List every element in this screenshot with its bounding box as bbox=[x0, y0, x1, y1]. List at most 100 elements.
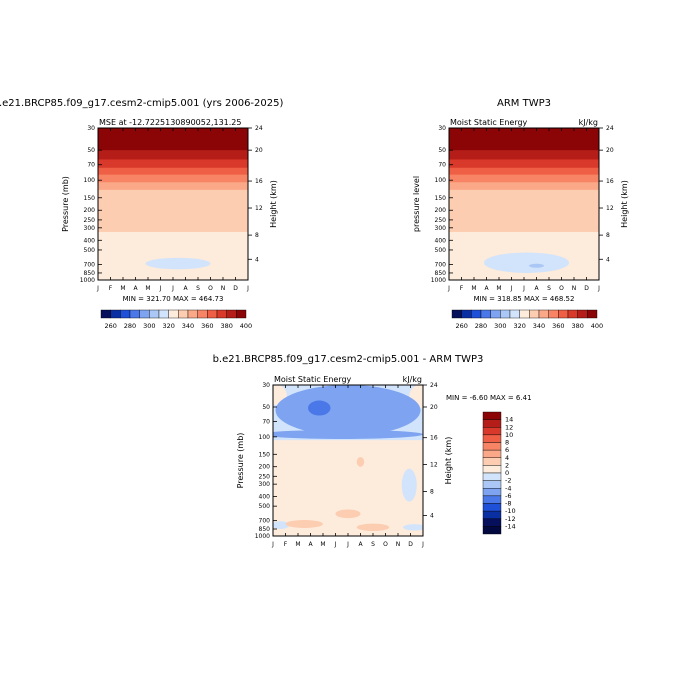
colorbar-label: -12 bbox=[505, 515, 516, 523]
contour-region-11 bbox=[356, 523, 390, 531]
y-tick-label: 150 bbox=[435, 195, 447, 202]
colorbar-swatch bbox=[482, 465, 502, 474]
colorbar-swatch bbox=[509, 309, 520, 319]
colorbar-swatch bbox=[207, 309, 218, 319]
y-tick-label: 700 bbox=[259, 518, 271, 525]
colorbar-label: -8 bbox=[505, 500, 511, 508]
y-tick-label: 300 bbox=[84, 225, 96, 232]
min-max-stats: MIN = -6.60 MAX = 6.41 bbox=[446, 394, 532, 402]
x-tick-label: N bbox=[572, 285, 577, 292]
colorbar-swatch bbox=[587, 309, 598, 319]
contour-region-3 bbox=[273, 429, 423, 439]
x-tick-label: O bbox=[208, 285, 213, 292]
colorbar-swatch bbox=[482, 503, 502, 512]
right-axis-title: Height (km) bbox=[620, 180, 629, 228]
x-tick-label: J bbox=[346, 541, 349, 548]
height-tick-label: 20 bbox=[606, 147, 614, 154]
right-string: kJ/kg bbox=[403, 375, 422, 384]
colorbar-label: -2 bbox=[505, 477, 511, 485]
colorbar-label: 14 bbox=[505, 416, 513, 424]
contour-region-6 bbox=[401, 468, 417, 502]
contour-band-5 bbox=[449, 182, 599, 191]
x-tick-label: D bbox=[233, 285, 238, 292]
y-tick-label: 400 bbox=[435, 237, 447, 244]
colorbar-label: 4 bbox=[505, 454, 509, 462]
colorbar-label: 10 bbox=[505, 431, 513, 439]
height-tick-label: 12 bbox=[430, 461, 438, 468]
height-tick-label: 8 bbox=[255, 232, 259, 239]
contour-region-2 bbox=[275, 385, 421, 436]
x-tick-label: F bbox=[109, 285, 113, 292]
x-tick-label: J bbox=[510, 285, 513, 292]
contour-band-6 bbox=[98, 189, 248, 233]
colorbar-label: 360 bbox=[201, 322, 213, 330]
x-tick-label: A bbox=[183, 285, 188, 292]
panel-3: J F M A M J J A S O N D J305070100150200250300400500… bbox=[213, 354, 532, 548]
height-tick-label: 8 bbox=[606, 232, 610, 239]
colorbar-label: 6 bbox=[505, 446, 509, 454]
x-tick-label: S bbox=[196, 285, 200, 292]
contour-band-2 bbox=[98, 159, 248, 169]
contour-band-6 bbox=[449, 189, 599, 233]
colorbar-label: 300 bbox=[494, 322, 506, 330]
panel-1: J F M A M J J A S O N D J305070100150200250300400500… bbox=[0, 98, 283, 303]
x-tick-label: F bbox=[284, 541, 288, 548]
x-tick-label: J bbox=[96, 285, 99, 292]
contour-region-8 bbox=[403, 524, 423, 531]
colorbar-2: 260 280 300 320 340 360 380 400 bbox=[451, 309, 603, 330]
x-tick-label: J bbox=[522, 285, 525, 292]
x-tick-label: M bbox=[145, 285, 150, 292]
min-max-stats: MIN = 318.85 MAX = 468.52 bbox=[474, 295, 575, 303]
colorbar-label: 2 bbox=[505, 461, 509, 469]
y-tick-label: 50 bbox=[438, 147, 446, 154]
colorbar-swatch bbox=[529, 309, 540, 319]
colorbar-label: 8 bbox=[505, 439, 509, 447]
panel-2: J F M A M J J A S O N D J305070100150200250300400500… bbox=[412, 98, 629, 303]
height-tick-label: 12 bbox=[255, 205, 263, 212]
y-tick-label: 500 bbox=[259, 503, 271, 510]
x-tick-label: A bbox=[534, 285, 539, 292]
y-axis-title: Pressure (mb) bbox=[61, 176, 70, 232]
y-tick-label: 70 bbox=[438, 162, 446, 169]
x-tick-label: O bbox=[383, 541, 388, 548]
left-string: Moist Static Energy bbox=[274, 375, 352, 384]
x-tick-label: N bbox=[396, 541, 401, 548]
colorbar-swatch bbox=[558, 309, 569, 319]
height-tick-label: 24 bbox=[606, 125, 614, 132]
contour-band-1 bbox=[98, 150, 248, 160]
colorbar-swatch bbox=[461, 309, 472, 319]
colorbar-label: 320 bbox=[513, 322, 525, 330]
colorbar-swatch bbox=[482, 411, 502, 420]
contour-band-1 bbox=[449, 150, 599, 160]
contour-band-2 bbox=[449, 159, 599, 169]
x-tick-label: F bbox=[460, 285, 464, 292]
colorbar-label: 280 bbox=[475, 322, 487, 330]
colorbar-swatch bbox=[226, 309, 237, 319]
colorbar-label: -4 bbox=[505, 484, 511, 492]
height-tick-label: 20 bbox=[430, 404, 438, 411]
height-tick-label: 20 bbox=[255, 147, 263, 154]
contour-region-0 bbox=[484, 252, 569, 273]
colorbar-swatch bbox=[451, 309, 462, 319]
x-tick-label: J bbox=[171, 285, 174, 292]
colorbar-label: 0 bbox=[505, 469, 509, 477]
colorbar-swatch bbox=[482, 434, 502, 443]
colorbar-label: 400 bbox=[240, 322, 252, 330]
colorbar-swatch bbox=[158, 309, 169, 319]
colorbar-swatch bbox=[482, 510, 502, 519]
colorbar-label: 12 bbox=[505, 423, 513, 431]
x-tick-label: J bbox=[334, 541, 337, 548]
right-string: kJ/kg bbox=[579, 118, 598, 127]
contour-region-5 bbox=[356, 457, 365, 467]
height-tick-label: 12 bbox=[606, 205, 614, 212]
contour-region-4 bbox=[308, 400, 331, 416]
contour-band-5 bbox=[98, 182, 248, 191]
y-tick-label: 850 bbox=[84, 270, 96, 277]
contour-band-3 bbox=[449, 167, 599, 176]
x-tick-label: J bbox=[159, 285, 162, 292]
y-tick-label: 70 bbox=[87, 162, 95, 169]
x-tick-label: J bbox=[447, 285, 450, 292]
contour-region-0 bbox=[145, 257, 211, 270]
y-tick-label: 700 bbox=[435, 262, 447, 269]
